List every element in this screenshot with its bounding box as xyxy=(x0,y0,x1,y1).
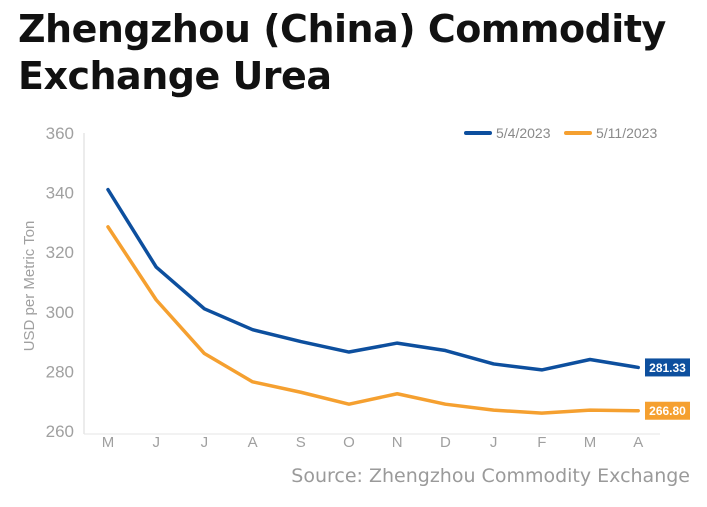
y-tick-label: 320 xyxy=(46,243,74,262)
y-tick-label: 280 xyxy=(46,362,74,381)
y-tick-label: 260 xyxy=(46,422,74,441)
x-tick-label: N xyxy=(392,434,403,451)
y-tick-label: 360 xyxy=(46,124,74,143)
end-label-2: 266.80 xyxy=(649,404,686,418)
chart-title-line-1: Zhengzhou (China) Commodity xyxy=(18,7,666,51)
x-tick-label: S xyxy=(296,434,306,451)
end-label-box-1 xyxy=(645,358,690,377)
x-tick-label: O xyxy=(343,434,355,451)
end-label-1: 281.33 xyxy=(649,361,686,375)
x-tick-label: A xyxy=(633,434,643,451)
source-note: Source: Zhengzhou Commodity Exchange xyxy=(291,465,690,487)
legend-label-2: 5/11/2023 xyxy=(596,125,657,141)
chart-title-line-2: Exchange Urea xyxy=(18,54,332,98)
x-tick-label: F xyxy=(537,434,546,451)
x-tick-label: J xyxy=(201,434,209,451)
legend-label-1: 5/4/2023 xyxy=(496,125,551,141)
x-tick-label: J xyxy=(152,434,160,451)
y-axis-title: USD per Metric Ton xyxy=(21,221,38,352)
y-tick-label: 300 xyxy=(46,303,74,322)
line-chart: 360 340 320 300 280 260 USD per Metric Ton M J J A… xyxy=(21,124,690,451)
chart-title: Zhengzhou (China) Commodity Exchange Ure… xyxy=(18,6,698,100)
series-line-1 xyxy=(106,187,640,372)
y-tick-label: 340 xyxy=(46,184,74,203)
end-label-box-2 xyxy=(645,401,690,420)
x-tick-label: M xyxy=(102,434,115,451)
series-line-2 xyxy=(106,225,640,415)
x-tick-label: J xyxy=(490,434,498,451)
x-tick-label: A xyxy=(248,434,258,451)
x-tick-label: D xyxy=(440,434,451,451)
x-tick-label: M xyxy=(584,434,597,451)
